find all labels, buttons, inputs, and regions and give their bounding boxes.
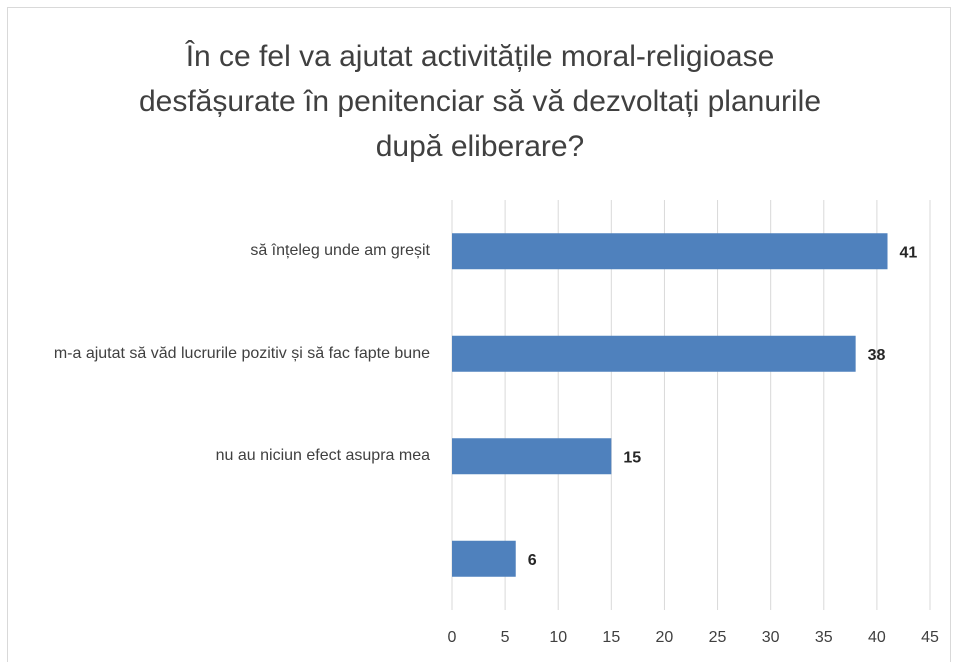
data-label: 38 [868, 347, 886, 364]
bar [452, 438, 612, 475]
y-tick-label: nu au niciun efect asupra mea [215, 447, 430, 465]
x-tick-label: 25 [709, 629, 727, 646]
x-tick-label: 45 [921, 629, 939, 646]
chart-title: În ce fel va ajutat activitățile moral-r… [138, 40, 822, 163]
data-label: 41 [900, 244, 918, 261]
chart-border [7, 7, 951, 662]
x-tick-label: 5 [501, 629, 510, 646]
x-tick-label: 40 [868, 629, 886, 646]
y-tick-label: m-a ajutat să văd lucrurile pozitiv și s… [53, 344, 430, 362]
data-label: 6 [528, 552, 537, 569]
bar [452, 335, 856, 372]
data-label: 15 [623, 449, 641, 466]
x-tick-label: 10 [549, 629, 567, 646]
bar [452, 540, 516, 577]
x-tick-label: 30 [762, 629, 780, 646]
x-tick-label: 20 [656, 629, 674, 646]
x-tick-label: 15 [602, 629, 620, 646]
y-tick-label: să înțeleg unde am greșit [250, 242, 430, 260]
x-tick-label: 35 [815, 629, 833, 646]
x-tick-label: 0 [448, 629, 457, 646]
bar [452, 233, 888, 270]
